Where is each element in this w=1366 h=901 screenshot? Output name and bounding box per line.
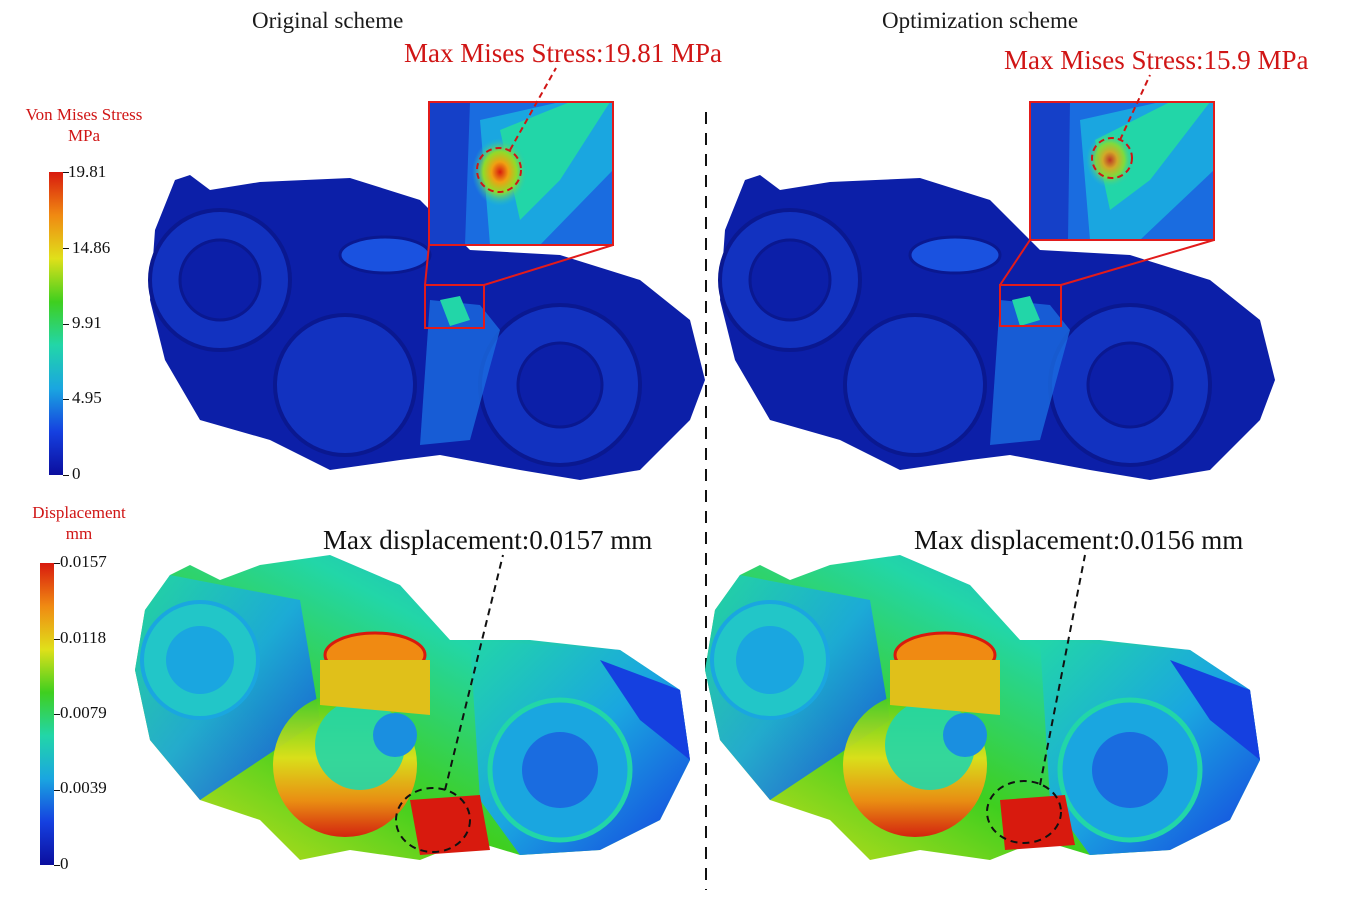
stress-inset-optimized [999, 74, 1215, 286]
title-optimization-scheme: Optimization scheme [882, 8, 1079, 33]
stress-tick-min: 0 [72, 464, 81, 483]
stress-legend-title: Von Mises Stress MPa [10, 104, 158, 146]
stress-tick-4: 4.95 [72, 388, 102, 407]
stress-legend-title-line2: MPa [67, 126, 101, 145]
max-stress-optimized: Max Mises Stress:15.9 MPa [1004, 45, 1309, 75]
displacement-tick-max: 0.0157 [60, 552, 107, 571]
max-stress-original: Max Mises Stress:19.81 MPa [404, 38, 723, 68]
displacement-tick-4: 0.0039 [60, 778, 107, 797]
stress-bar-tickmark [63, 247, 69, 249]
max-displacement-optimized: Max displacement:0.0156 mm [914, 525, 1244, 555]
stress-tick-max: 19.81 [68, 162, 107, 181]
displacement-legend-title-line1: Displacement [32, 503, 126, 522]
disp-bar-tickmark [54, 714, 60, 715]
stress-model-optimized [718, 175, 1275, 480]
displacement-colorbar [40, 563, 54, 865]
disp-bar-tickmark [54, 865, 60, 866]
stress-bar-tickmark [63, 323, 69, 325]
stress-legend-title-line1: Von Mises Stress [25, 105, 143, 124]
disp-bar-tickmark [54, 789, 60, 791]
displacement-tick-min: 0 [60, 854, 69, 873]
stress-tick-3: 9.91 [72, 313, 102, 332]
title-original-scheme: Original scheme [252, 8, 404, 33]
displacement-tick-2: 0.0118 [60, 628, 107, 647]
stress-colorbar [49, 172, 63, 475]
disp-bar-tickmark [54, 638, 60, 640]
stress-tick-2: 14.86 [72, 238, 111, 257]
displacement-legend-title-line2: mm [65, 524, 93, 543]
displacement-tick-3: 0.0079 [60, 703, 107, 722]
stress-model-original [148, 175, 705, 480]
stress-bar-tickmark [63, 475, 69, 476]
max-displacement-original: Max displacement:0.0157 mm [323, 525, 653, 555]
displacement-model-original [135, 554, 690, 860]
stress-bar-tickmark [63, 399, 69, 401]
displacement-model-optimized [705, 554, 1260, 860]
disp-bar-tickmark [54, 563, 60, 564]
displacement-legend-title: Displacement mm [14, 502, 144, 544]
stress-inset-original [424, 67, 614, 286]
stress-bar-tickmark [63, 172, 69, 173]
